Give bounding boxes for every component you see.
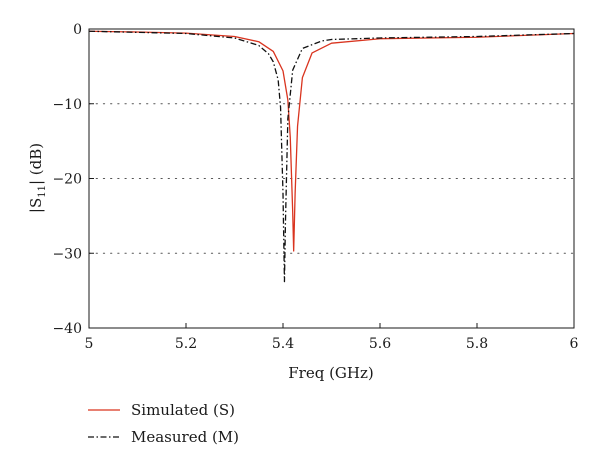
x-tick-label: 5.8 [466, 336, 488, 352]
y-axis-label-main: |S [27, 198, 45, 213]
y-tick-label: −40 [52, 321, 82, 337]
y-axis-label-subscript: 11 [37, 185, 48, 198]
y-tick-label: −20 [52, 172, 82, 188]
x-tick-labels: 5 5.2 5.4 5.6 5.8 6 [85, 336, 579, 352]
x-tick-label: 5.4 [272, 336, 294, 352]
series-line-simulated [88, 30, 575, 252]
y-tick-labels: 0 −10 −20 −30 −40 [52, 22, 82, 337]
legend: Simulated (S) Measured (M) [88, 401, 239, 446]
x-tick-label: 6 [570, 336, 579, 352]
tick-marks [88, 28, 575, 329]
y-tick-label: −30 [52, 246, 82, 262]
x-tick-label: 5.6 [369, 336, 391, 352]
grid-lines [88, 103, 575, 254]
x-tick-label: 5 [85, 336, 94, 352]
y-tick-label: 0 [73, 22, 82, 38]
y-tick-label: −10 [52, 97, 82, 113]
y-axis-label: |S11| (dB) [27, 143, 48, 213]
legend-label-simulated: Simulated (S) [131, 401, 235, 419]
legend-label-measured: Measured (M) [131, 428, 239, 446]
series-group [88, 30, 575, 283]
series-line-measured [88, 30, 575, 283]
x-tick-label: 5.2 [175, 336, 197, 352]
y-axis-label-tail: | (dB) [27, 143, 45, 185]
x-axis-label: Freq (GHz) [288, 364, 374, 382]
